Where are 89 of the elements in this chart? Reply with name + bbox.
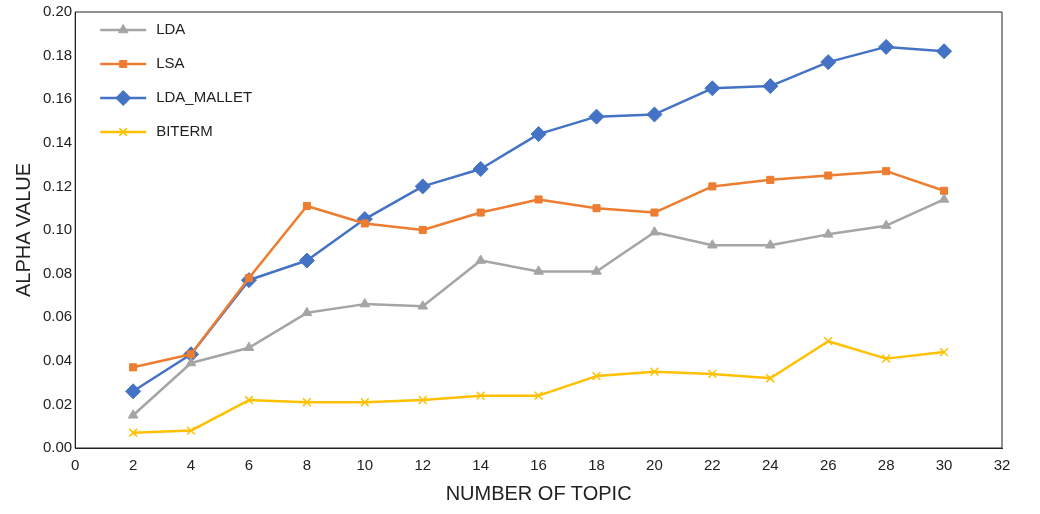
point	[588, 108, 605, 125]
x-tick-label: 26	[819, 456, 837, 474]
point	[878, 38, 895, 55]
point	[649, 226, 660, 236]
point	[360, 397, 370, 407]
point	[592, 204, 601, 213]
point	[823, 336, 833, 346]
x-tick-label: 30	[935, 456, 953, 474]
point	[360, 219, 369, 228]
point	[765, 239, 776, 249]
point	[762, 78, 779, 95]
y-tick-label: 0.10	[42, 220, 73, 238]
x-tick-label: 0	[71, 456, 80, 474]
point	[766, 175, 775, 184]
point	[414, 178, 431, 195]
point	[822, 228, 834, 238]
point	[243, 341, 255, 351]
x-tick-label: 18	[588, 456, 605, 474]
x-tick-label: 8	[302, 456, 312, 474]
point	[591, 265, 602, 275]
x-tick-label: 28	[877, 456, 895, 474]
point	[128, 428, 138, 438]
legend-label: LDA_MALLET	[156, 88, 253, 106]
point	[125, 383, 142, 400]
point	[533, 265, 544, 275]
point	[359, 298, 371, 308]
y-tick-label: 0.06	[42, 307, 73, 325]
y-tick-label: 0.12	[42, 176, 73, 194]
point	[185, 356, 197, 367]
point	[938, 193, 950, 203]
point	[765, 373, 775, 383]
point	[129, 363, 138, 372]
legend-label: BITERM	[156, 122, 213, 140]
point	[820, 54, 837, 71]
y-tick-label: 0.20	[42, 2, 73, 20]
x-tick-label: 12	[414, 456, 432, 474]
point	[530, 126, 547, 143]
point	[186, 425, 196, 436]
point	[650, 208, 659, 217]
point	[476, 391, 486, 401]
y-tick-label: 0.02	[42, 394, 73, 412]
point	[704, 80, 721, 97]
x-tick-label: 6	[244, 456, 254, 474]
x-tick-label: 32	[993, 456, 1011, 474]
y-tick-label: 0.00	[42, 438, 73, 456]
x-tick-label: 14	[472, 456, 490, 474]
point	[302, 397, 312, 407]
y-tick-label: 0.18	[42, 45, 73, 63]
point	[939, 347, 949, 357]
point	[472, 160, 489, 177]
point	[882, 167, 891, 176]
x-tick-label: 10	[356, 456, 374, 474]
point	[127, 409, 139, 419]
point	[418, 395, 428, 405]
y-tick-label: 0.08	[42, 263, 73, 281]
legend-label: LDA	[156, 20, 186, 38]
point	[936, 43, 953, 60]
point	[708, 182, 717, 191]
point	[417, 300, 429, 310]
x-tick-label: 20	[646, 456, 663, 474]
point	[880, 219, 892, 229]
point	[533, 391, 544, 401]
x-tick-label: 2	[128, 456, 138, 474]
point	[940, 186, 949, 195]
point	[244, 395, 254, 405]
point	[881, 353, 891, 364]
point	[707, 239, 718, 249]
y-tick-label: 0.04	[42, 350, 73, 368]
x-axis-title: NUMBER OF TOPIC	[445, 481, 632, 504]
point	[591, 371, 602, 381]
x-tick-label: 16	[530, 456, 547, 474]
x-tick-label: 22	[704, 456, 721, 474]
point	[418, 225, 427, 235]
point	[302, 201, 311, 211]
legend-label: LSA	[156, 54, 185, 72]
x-tick-label: 4	[186, 456, 196, 474]
point	[646, 106, 663, 123]
y-tick-label: 0.14	[42, 132, 73, 150]
point	[476, 208, 485, 217]
point	[475, 254, 486, 264]
point	[649, 367, 660, 377]
point	[707, 369, 718, 379]
point	[824, 171, 833, 180]
point	[298, 252, 315, 269]
point	[301, 306, 313, 317]
y-tick-label: 0.16	[42, 89, 73, 107]
point	[534, 195, 543, 204]
x-tick-label: 24	[761, 456, 779, 474]
y-axis-title: ALPHA VALUE	[11, 162, 34, 298]
